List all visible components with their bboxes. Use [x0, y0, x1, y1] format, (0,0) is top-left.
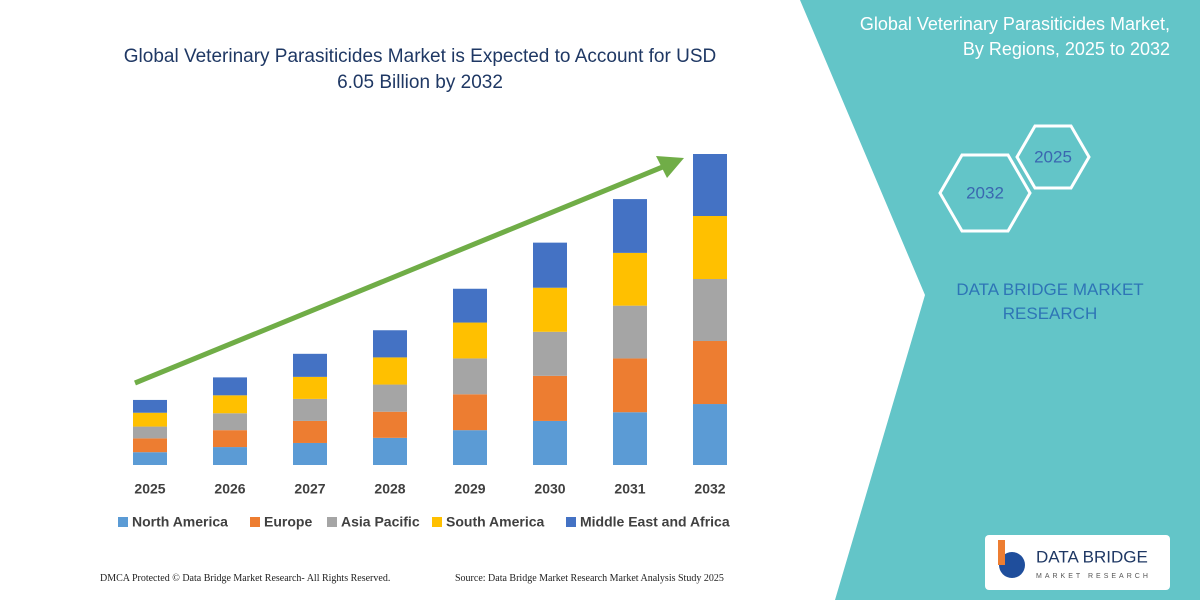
logo-mark [998, 540, 1005, 565]
bar-segment [213, 447, 247, 465]
bar-segment [533, 375, 567, 421]
bar-segment [293, 398, 327, 421]
bar-segment [533, 420, 567, 465]
bar-segment [613, 252, 647, 306]
bar-segment [613, 305, 647, 359]
brand-text: DATA BRIDGE MARKET RESEARCH [956, 280, 1144, 323]
hexagon-label: 2032 [966, 183, 1004, 202]
bar-segment [133, 438, 167, 453]
footer-note: DMCA Protected © Data Bridge Market Rese… [100, 573, 391, 584]
legend-label: Europe [264, 514, 312, 530]
hexagon-label: 2025 [1034, 147, 1072, 166]
x-tick-label: 2026 [214, 481, 245, 497]
bar-segment [213, 430, 247, 448]
bar-segment [533, 287, 567, 332]
logo-mark [999, 552, 1025, 578]
bar-segment [613, 199, 647, 253]
bar-segment [373, 437, 407, 465]
bar-segment [133, 412, 167, 427]
logo-background [985, 535, 1170, 590]
footer-source: Source: Data Bridge Market Research Mark… [455, 573, 724, 584]
legend-label: Middle East and Africa [580, 514, 730, 530]
hexagon [1015, 124, 1091, 190]
bar-segment [213, 395, 247, 414]
panel-title: Global Veterinary Parasiticides Market, … [859, 14, 1170, 59]
bar-segment [373, 357, 407, 385]
trend-arrow [134, 163, 666, 386]
x-tick-label: 2028 [374, 481, 405, 497]
legend-label: South America [446, 514, 544, 530]
bar-segment [293, 376, 327, 399]
legend-swatch [118, 517, 128, 527]
plot: 2025 2026 2027 2028 2029 2030 2031 2032 North Am… [118, 154, 730, 530]
bar-segment [613, 412, 647, 465]
bar-segment [533, 242, 567, 288]
bar-segment [373, 384, 407, 412]
x-tick-label: 2032 [694, 481, 725, 497]
logo-tagline: MARKET RESEARCH [1036, 573, 1151, 580]
bar-segment [133, 399, 167, 413]
bar-segment [293, 442, 327, 465]
bar-segment [693, 215, 727, 280]
x-tick-label: 2025 [134, 481, 165, 497]
bar-segment [293, 353, 327, 377]
bar-segment [373, 411, 407, 438]
legend-label: Asia Pacific [341, 514, 420, 530]
side-panel [800, 0, 1200, 600]
logo: DATA BRIDGE MARKET RESEARCH [998, 540, 1151, 580]
bar-segment [133, 426, 167, 439]
bar-segment [693, 404, 727, 465]
bar-segment [693, 154, 727, 216]
bar-segment [453, 288, 487, 323]
legend-swatch [566, 517, 576, 527]
trend-arrow-head [656, 156, 684, 178]
legend-swatch [432, 517, 442, 527]
x-tick-label: 2027 [294, 481, 325, 497]
logo-name: DATA BRIDGE [1036, 547, 1148, 566]
bar-segment [453, 394, 487, 431]
bar-segment [373, 330, 407, 358]
legend-label: North America [132, 514, 228, 530]
bar-segment [213, 413, 247, 431]
bar-segment [613, 358, 647, 413]
chart-title: Global Veterinary Parasiticides Market i… [123, 46, 717, 93]
hexagon [938, 153, 1032, 233]
x-tick-label: 2031 [614, 481, 645, 497]
bar-segment [533, 331, 567, 376]
legend-swatch [250, 517, 260, 527]
bar-segment [453, 322, 487, 359]
bar-segment [453, 358, 487, 395]
bar-segment [693, 279, 727, 342]
x-tick-label: 2030 [534, 481, 565, 497]
bar-segment [213, 377, 247, 396]
bar-segment [133, 452, 167, 465]
legend-swatch [327, 517, 337, 527]
bar-segment [293, 420, 327, 443]
bar-segment [453, 430, 487, 465]
x-tick-label: 2029 [454, 481, 485, 497]
bar-segment [693, 341, 727, 405]
